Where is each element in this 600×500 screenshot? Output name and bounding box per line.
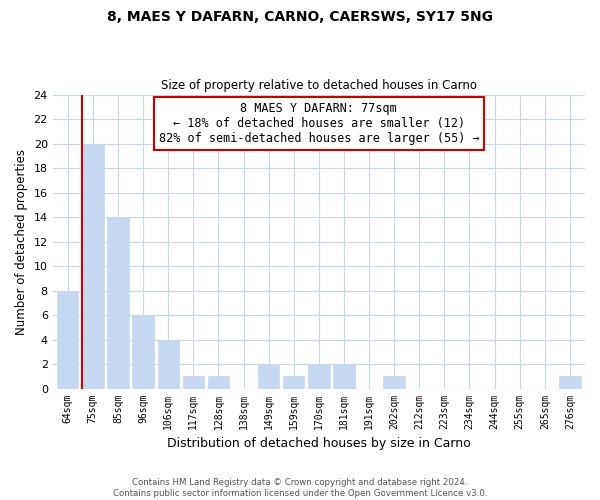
- Bar: [559, 376, 581, 388]
- Text: Contains HM Land Registry data © Crown copyright and database right 2024.
Contai: Contains HM Land Registry data © Crown c…: [113, 478, 487, 498]
- Bar: [308, 364, 329, 388]
- Bar: [57, 290, 79, 388]
- Bar: [182, 376, 204, 388]
- Bar: [82, 144, 104, 388]
- Title: Size of property relative to detached houses in Carno: Size of property relative to detached ho…: [161, 79, 477, 92]
- Bar: [158, 340, 179, 388]
- Bar: [333, 364, 355, 388]
- X-axis label: Distribution of detached houses by size in Carno: Distribution of detached houses by size …: [167, 437, 471, 450]
- Bar: [133, 315, 154, 388]
- Text: 8, MAES Y DAFARN, CARNO, CAERSWS, SY17 5NG: 8, MAES Y DAFARN, CARNO, CAERSWS, SY17 5…: [107, 10, 493, 24]
- Bar: [208, 376, 229, 388]
- Bar: [107, 217, 128, 388]
- Y-axis label: Number of detached properties: Number of detached properties: [15, 148, 28, 334]
- Bar: [258, 364, 279, 388]
- Text: 8 MAES Y DAFARN: 77sqm
← 18% of detached houses are smaller (12)
82% of semi-det: 8 MAES Y DAFARN: 77sqm ← 18% of detached…: [158, 102, 479, 145]
- Bar: [383, 376, 405, 388]
- Bar: [283, 376, 304, 388]
